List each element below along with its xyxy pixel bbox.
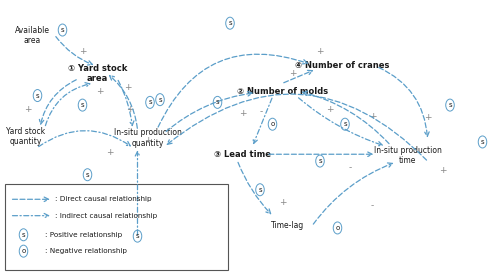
Text: : Positive relationship: : Positive relationship <box>45 232 122 238</box>
Text: ③ Lead time: ③ Lead time <box>214 150 271 159</box>
Text: +: + <box>316 48 324 56</box>
Text: +: + <box>369 112 376 120</box>
Text: ① Yard stock
area: ① Yard stock area <box>68 64 127 84</box>
Text: s: s <box>22 232 26 238</box>
Text: Time-lag: Time-lag <box>271 221 304 230</box>
Text: s: s <box>60 27 64 33</box>
Text: +: + <box>279 198 286 206</box>
Text: -: - <box>260 108 262 116</box>
Text: : Direct causal relationship: : Direct causal relationship <box>55 196 152 202</box>
Text: s: s <box>258 187 262 193</box>
Text: +: + <box>106 149 114 157</box>
Text: -: - <box>348 164 352 172</box>
Text: Available
area: Available area <box>15 26 50 45</box>
Text: s: s <box>136 233 140 239</box>
Text: o: o <box>336 225 340 231</box>
Text: s: s <box>80 102 84 108</box>
Text: s: s <box>86 172 89 178</box>
Text: +: + <box>439 166 446 175</box>
Text: +: + <box>326 105 334 114</box>
Text: s: s <box>228 20 232 26</box>
Text: : Indirect causal relationship: : Indirect causal relationship <box>55 213 157 219</box>
Text: o: o <box>270 121 274 127</box>
Text: In-situ production
quantity: In-situ production quantity <box>114 128 182 148</box>
Text: s: s <box>36 93 40 99</box>
Text: In-situ production
time: In-situ production time <box>374 146 442 165</box>
Text: +: + <box>424 113 431 122</box>
Text: +: + <box>126 105 134 114</box>
Text: s: s <box>343 121 347 127</box>
Text: +: + <box>289 69 296 78</box>
Text: ④ Number of cranes: ④ Number of cranes <box>296 61 390 70</box>
Text: s: s <box>216 99 220 105</box>
Text: +: + <box>239 109 246 118</box>
Text: o: o <box>22 248 26 254</box>
Text: +: + <box>24 105 31 114</box>
Text: Yard stock
quantity: Yard stock quantity <box>6 127 46 146</box>
Text: s: s <box>148 99 152 105</box>
Text: s: s <box>448 102 452 108</box>
Text: +: + <box>96 87 104 96</box>
Text: s: s <box>318 158 322 164</box>
Text: : Negative relationship: : Negative relationship <box>45 248 127 254</box>
Text: +: + <box>79 48 86 56</box>
Text: s: s <box>480 139 484 145</box>
Text: +: + <box>124 83 131 92</box>
Text: +: + <box>144 136 151 145</box>
Text: ② Number of molds: ② Number of molds <box>237 87 328 96</box>
Text: s: s <box>158 97 162 103</box>
Text: -: - <box>371 202 374 210</box>
